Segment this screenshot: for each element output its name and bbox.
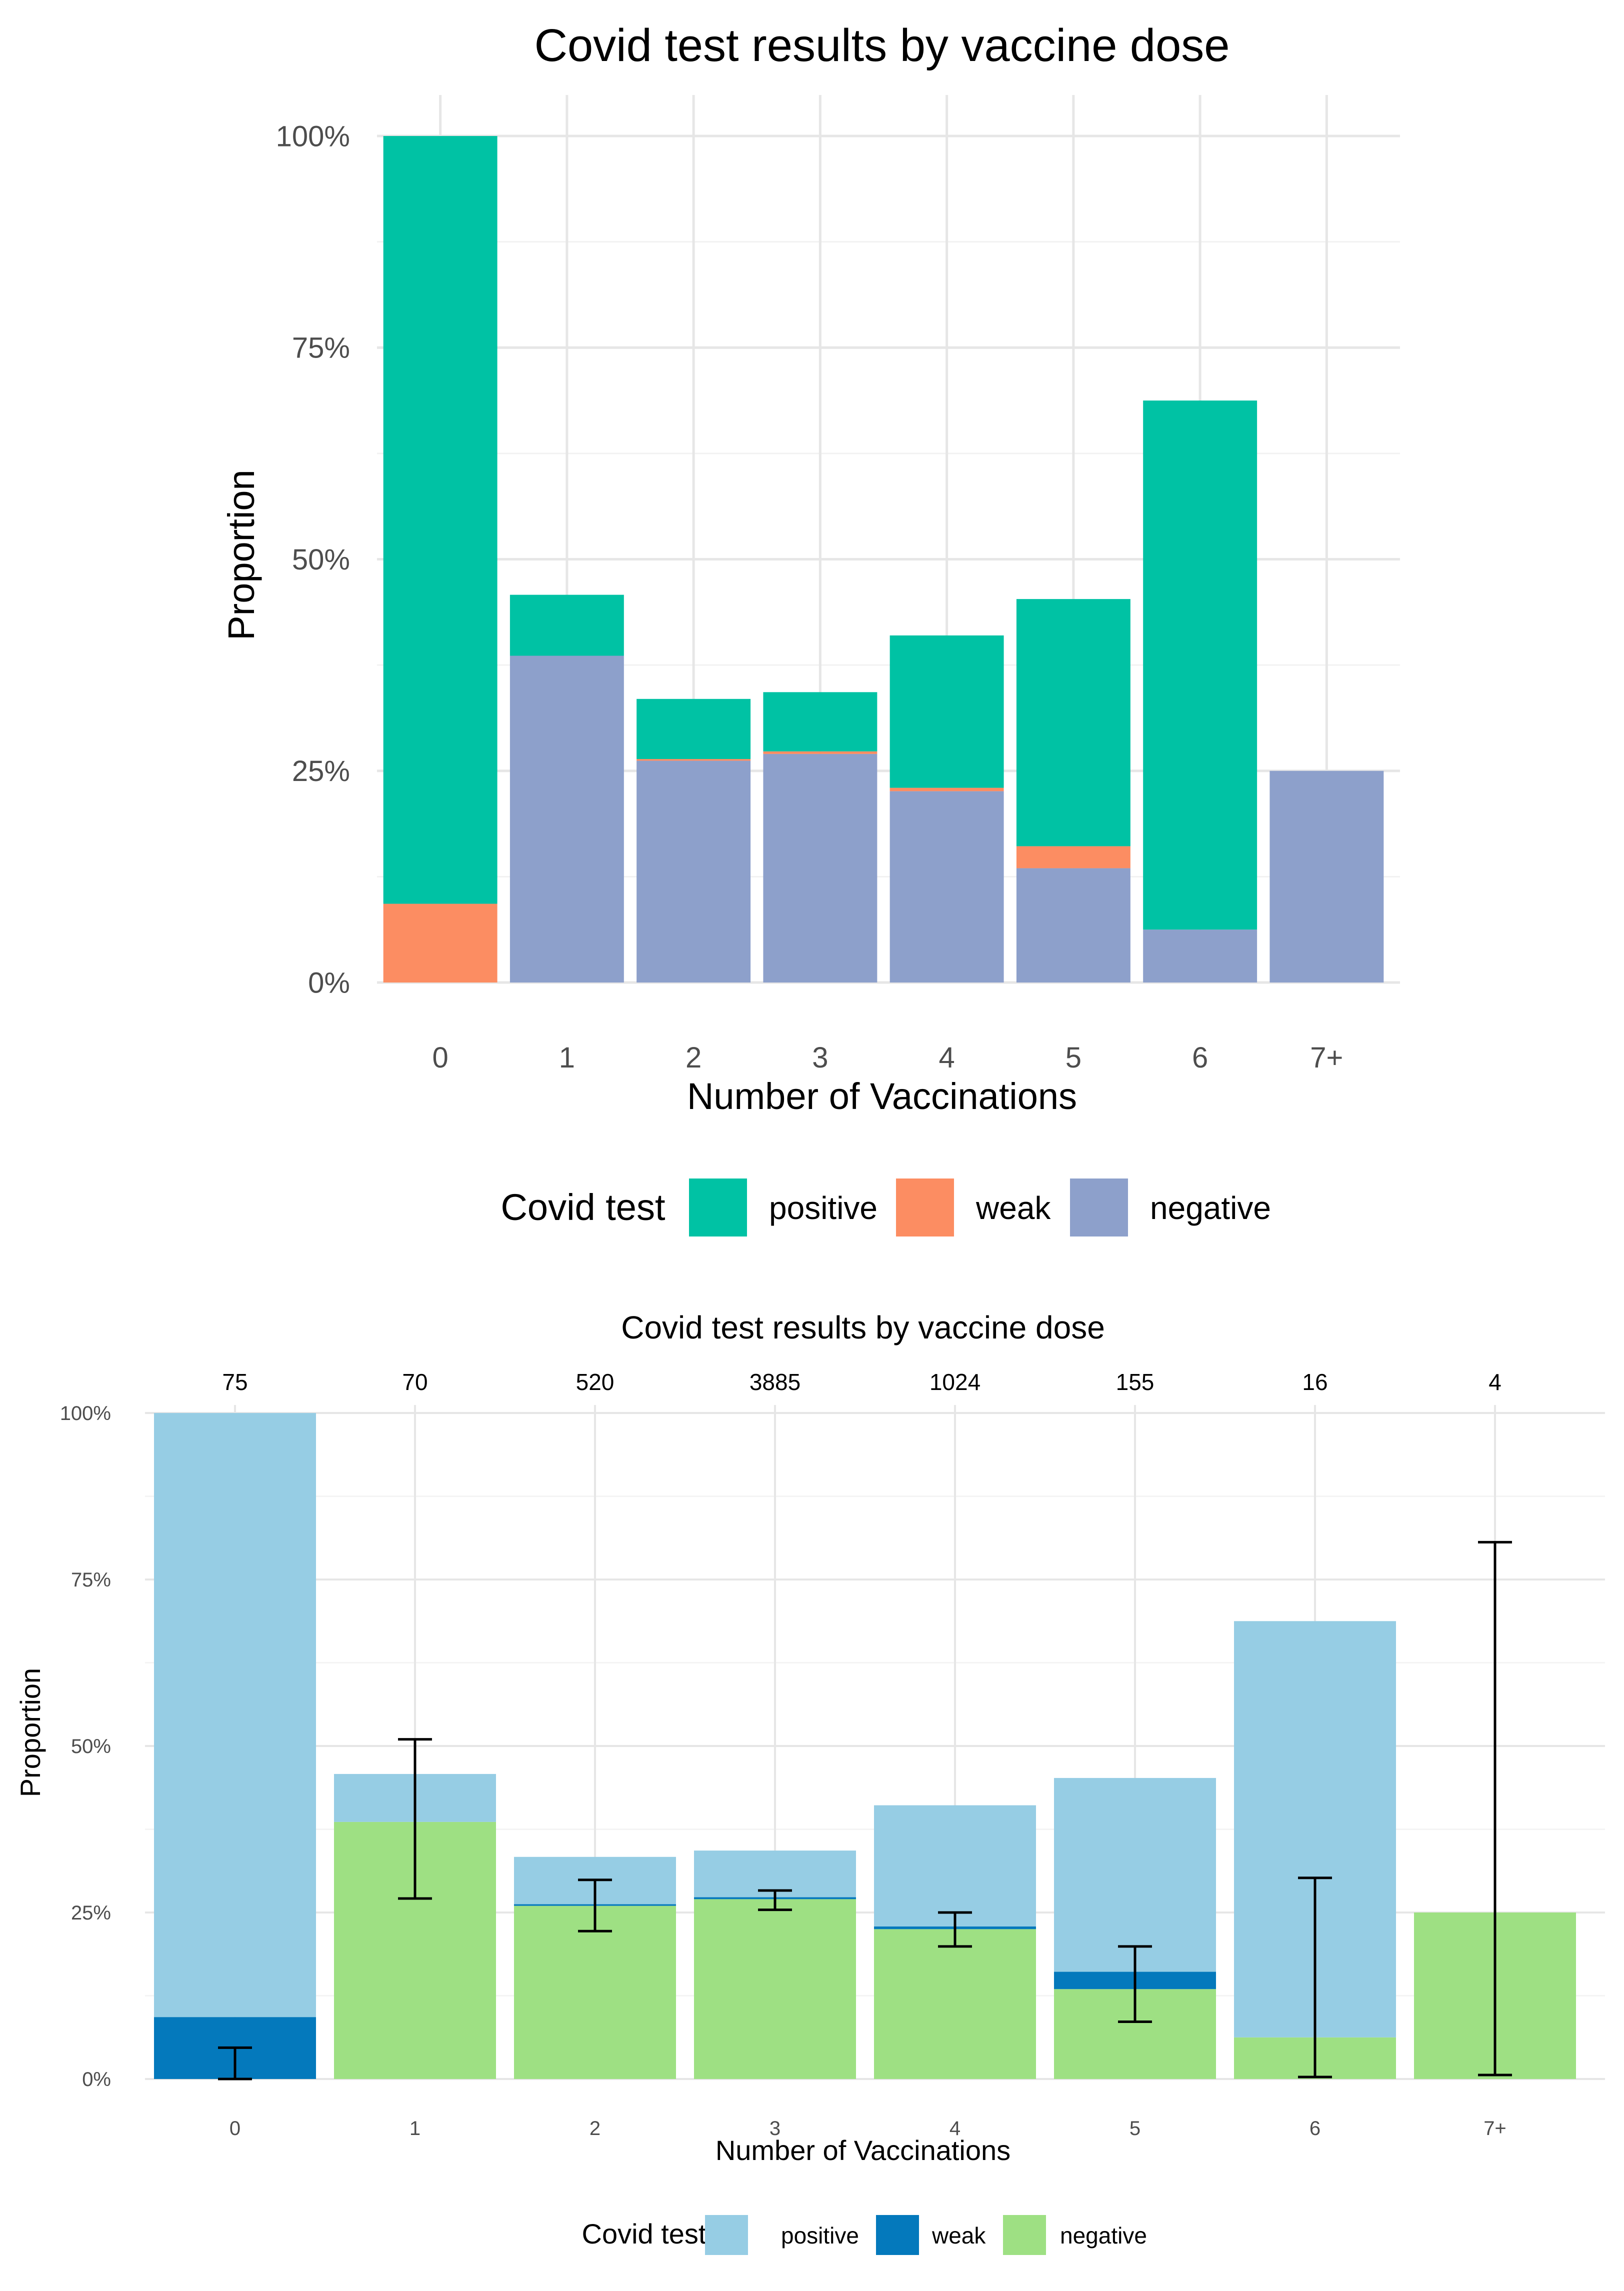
bar-negative-2 [636, 760, 751, 982]
bar-weak-4 [890, 788, 1004, 792]
y-tick-label: 25% [292, 755, 350, 788]
x-tick-label: 3 [770, 2118, 780, 2140]
count-label: 75 [222, 1369, 248, 1395]
y-tick-label: 0% [308, 966, 350, 999]
bar-positive-0 [154, 1413, 316, 2018]
legend-label-negative: negative [1150, 1190, 1271, 1226]
bar-weak-2 [636, 759, 751, 761]
legend-swatch-positive [689, 1178, 747, 1236]
chart-top-legend: Covid test positive weak negative [500, 1178, 1271, 1236]
x-tick-label: 3 [812, 1042, 828, 1074]
y-tick-label: 50% [71, 1736, 111, 1758]
bar-negative-4 [874, 1929, 1036, 2079]
legend-swatch-weak [876, 2215, 919, 2255]
bar-negative-4 [890, 791, 1004, 982]
chart-bottom-legend-title: Covid test [582, 2218, 706, 2250]
bar-positive-5 [1054, 1778, 1216, 1972]
legend-swatch-weak [896, 1178, 954, 1236]
bar-weak-5 [1016, 846, 1130, 868]
legend-label-negative: negative [1060, 2222, 1147, 2248]
x-tick-label: 2 [686, 1042, 702, 1074]
x-tick-label: 6 [1310, 2118, 1320, 2140]
y-tick-label: 25% [71, 1902, 111, 1924]
bar-weak-3 [763, 751, 878, 754]
count-label: 1024 [930, 1369, 980, 1395]
legend-swatch-negative [1003, 2215, 1046, 2255]
x-tick-label: 7+ [1484, 2118, 1506, 2140]
bar-positive-0 [383, 136, 498, 904]
x-tick-label: 0 [230, 2118, 240, 2140]
count-label: 155 [1116, 1369, 1154, 1395]
y-tick-label: 75% [292, 332, 350, 364]
chart-top-title: Covid test results by vaccine dose [534, 20, 1230, 71]
chart-bottom: Covid test results by vaccine dose 75 70 5… [14, 1310, 1605, 2255]
x-tick-label: 4 [950, 2118, 960, 2140]
x-tick-label: 6 [1192, 1042, 1208, 1074]
chart-bottom-y-label: Proportion [14, 1668, 46, 1797]
x-tick-label: 5 [1130, 2118, 1140, 2140]
bar-positive-6 [1143, 400, 1258, 930]
bar-negative-3 [694, 1899, 856, 2079]
bar-negative-6 [1143, 930, 1258, 982]
count-label: 16 [1302, 1369, 1328, 1395]
x-tick-label: 7+ [1310, 1042, 1343, 1074]
bar-positive-5 [1016, 599, 1130, 846]
x-tick-label: 1 [559, 1042, 575, 1074]
x-tick-label: 5 [1066, 1042, 1082, 1074]
y-tick-label: 50% [292, 544, 350, 576]
x-tick-label: 1 [410, 2118, 420, 2140]
chart-top-y-label: Proportion [220, 470, 262, 640]
x-tick-label: 4 [938, 1042, 954, 1074]
count-label: 3885 [750, 1369, 800, 1395]
bar-negative-2 [514, 1906, 676, 2079]
chart-bottom-title: Covid test results by vaccine dose [621, 1310, 1105, 1346]
chart-bottom-legend: Covid test positive weak negative [582, 2215, 1147, 2255]
bar-positive-3 [763, 692, 878, 752]
bar-weak-0 [383, 904, 498, 982]
bar-negative-5 [1016, 868, 1130, 982]
legend-label-positive: positive [781, 2222, 859, 2248]
legend-label-weak: weak [932, 2222, 986, 2248]
bar-negative-7+ [1270, 770, 1384, 982]
legend-label-positive: positive [769, 1190, 878, 1226]
legend-label-weak: weak [976, 1190, 1051, 1226]
bar-positive-2 [636, 698, 751, 760]
bar-negative-3 [763, 754, 878, 982]
count-label: 70 [402, 1369, 428, 1395]
bar-positive-4 [890, 635, 1004, 788]
y-tick-label: 100% [60, 1402, 111, 1424]
chart-top: Covid test results by vaccine dose 0% 25%… [220, 20, 1400, 1236]
legend-swatch-positive [705, 2215, 748, 2255]
x-tick-label: 0 [432, 1042, 448, 1074]
y-tick-label: 100% [276, 120, 350, 152]
count-label: 520 [576, 1369, 614, 1395]
chart-top-legend-title: Covid test [500, 1186, 665, 1228]
chart-top-x-label: Number of Vaccinations [687, 1076, 1077, 1117]
x-tick-label: 2 [590, 2118, 600, 2140]
legend-swatch-negative [1070, 1178, 1128, 1236]
bar-positive-1 [510, 594, 624, 656]
bar-positive-4 [874, 1805, 1036, 1926]
bar-negative-1 [510, 656, 624, 982]
y-tick-label: 0% [82, 2068, 111, 2090]
count-label: 4 [1488, 1369, 1502, 1395]
y-tick-label: 75% [71, 1569, 111, 1591]
chart-bottom-x-label: Number of Vaccinations [716, 2134, 1010, 2166]
